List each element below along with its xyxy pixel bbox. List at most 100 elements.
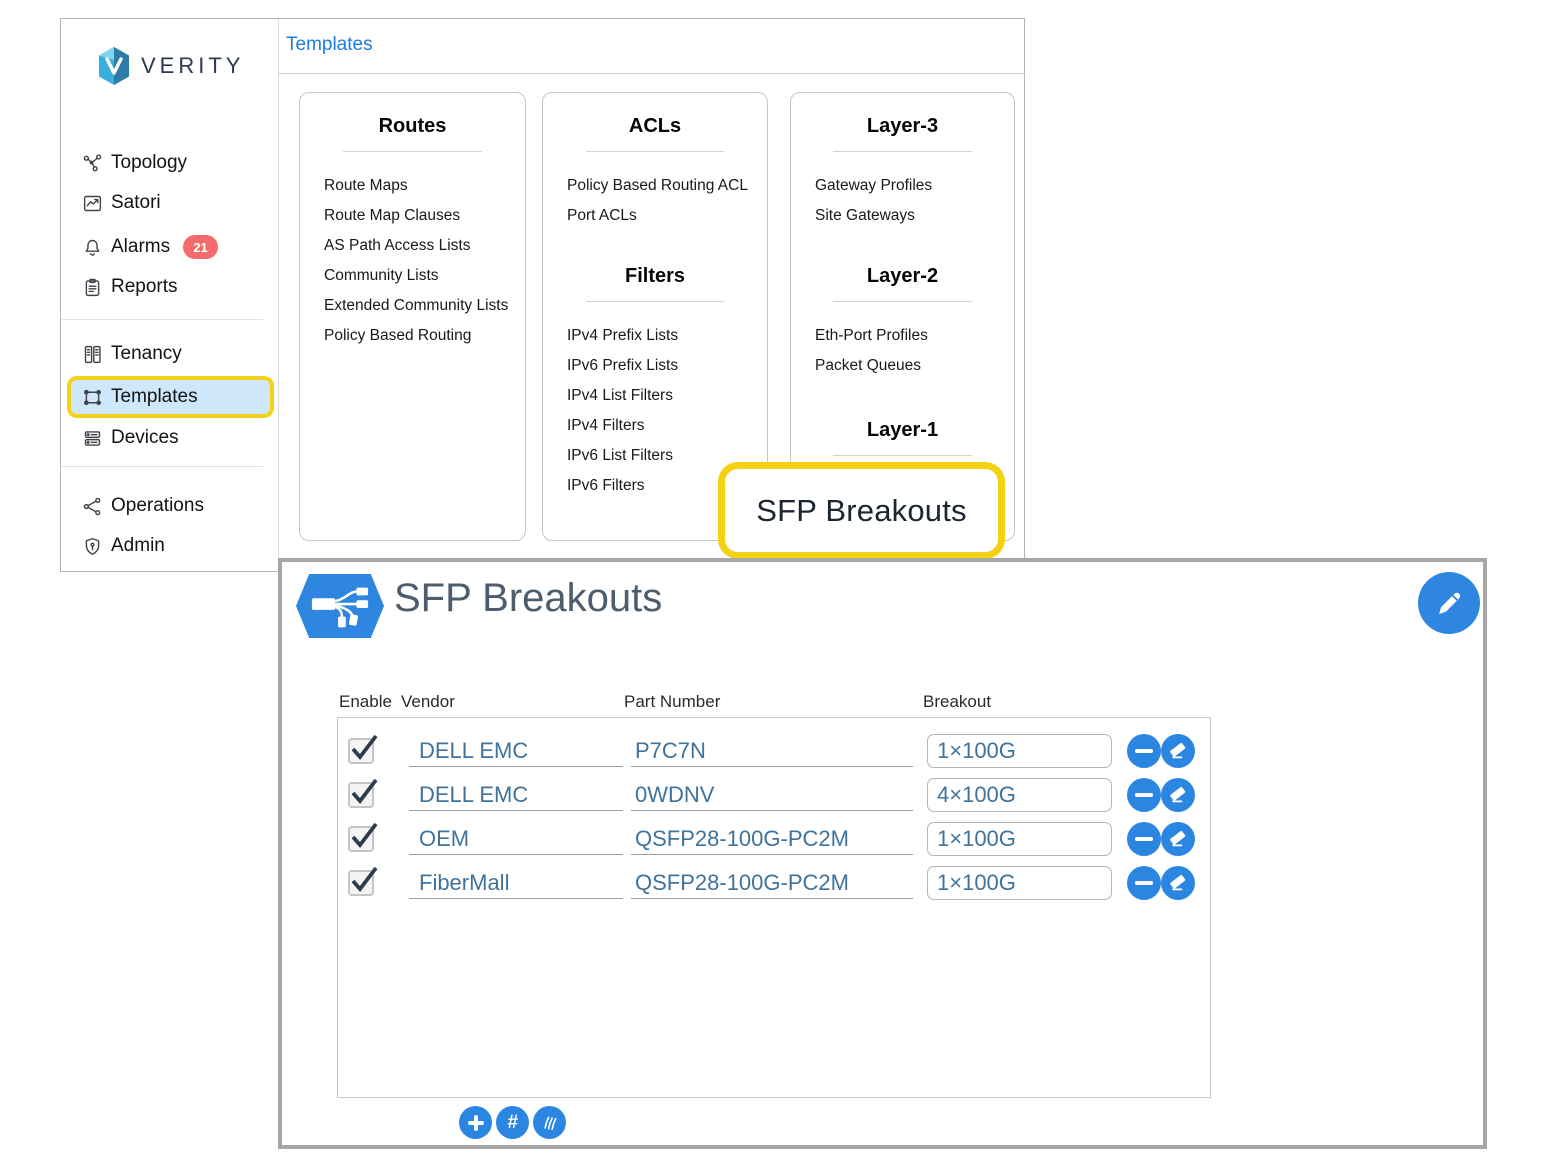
tenancy-icon: [81, 343, 103, 365]
pencil-icon: [1439, 592, 1461, 614]
template-link[interactable]: Site Gateways: [815, 207, 915, 224]
section-title: Filters: [624, 265, 686, 287]
enable-checkbox[interactable]: [348, 778, 378, 808]
part-number-field[interactable]: QSFP28-100G-PC2M: [631, 823, 913, 855]
add-row-button[interactable]: [459, 1106, 492, 1139]
eraser-icon: [1170, 830, 1186, 847]
sfp-breakouts-panel: SFP Breakouts Enable Vendor Part Number …: [278, 558, 1487, 1149]
template-link[interactable]: Gateway Profiles: [815, 177, 933, 194]
hash-icon: #: [507, 1111, 518, 1133]
brand-name: VERITY: [141, 53, 245, 78]
template-link[interactable]: IPv4 Filters: [567, 417, 645, 434]
section-underline: [833, 455, 972, 456]
sidebar-item-templates[interactable]: Templates: [67, 376, 274, 418]
vendor-field[interactable]: DELL EMC: [409, 735, 623, 767]
bulk-add-button[interactable]: [533, 1106, 566, 1139]
operations-icon: [81, 495, 103, 517]
sidebar-item-label: Templates: [111, 386, 198, 407]
erase-row-button[interactable]: [1161, 778, 1195, 812]
breakouts-table: DELL EMC P7C7N 1×100G DELL EMC 0WDNV 4×1…: [337, 717, 1211, 1098]
template-link[interactable]: IPv4 List Filters: [567, 387, 673, 404]
eraser-icon: [1170, 786, 1186, 803]
sidebar-item-label: Devices: [111, 427, 179, 448]
alarm-count-badge: 21: [183, 235, 218, 259]
breakout-select[interactable]: 4×100G: [927, 778, 1112, 812]
header-divider: [278, 73, 1025, 74]
minus-icon: [1135, 748, 1153, 754]
sfp-breakouts-highlight-callout[interactable]: SFP Breakouts: [718, 462, 1005, 559]
sidebar-item-tenancy[interactable]: Tenancy: [61, 340, 278, 368]
verity-logo: VERITY: [96, 46, 244, 86]
breakout-select[interactable]: 1×100G: [927, 734, 1112, 768]
template-link[interactable]: IPv6 Filters: [567, 477, 645, 494]
enable-checkbox[interactable]: [348, 734, 378, 764]
sidebar-item-admin[interactable]: Admin: [61, 532, 278, 560]
clipboard-icon: [81, 276, 103, 298]
template-link[interactable]: Policy Based Routing: [324, 327, 472, 344]
column-header-breakout: Breakout: [923, 692, 992, 711]
enable-checkbox[interactable]: [348, 866, 378, 896]
breakout-select[interactable]: 1×100G: [927, 866, 1112, 900]
add-numbered-rows-button[interactable]: #: [496, 1106, 529, 1139]
sidebar-divider-line: [278, 19, 279, 571]
template-link[interactable]: Packet Queues: [815, 357, 921, 374]
sidebar-item-label: Topology: [111, 152, 188, 173]
breakout-cable-icon: [296, 574, 384, 638]
vendor-field[interactable]: OEM: [409, 823, 623, 855]
sidebar-item-topology[interactable]: Topology: [61, 149, 278, 177]
sidebar-item-alarms[interactable]: Alarms 21: [61, 233, 278, 261]
erase-row-button[interactable]: [1161, 822, 1195, 856]
minus-icon: [1135, 880, 1153, 886]
section-title: Layer-1: [866, 419, 939, 441]
template-link[interactable]: IPv4 Prefix Lists: [567, 327, 679, 344]
eraser-icon: [1170, 742, 1186, 759]
vendor-field[interactable]: FiberMall: [409, 867, 623, 899]
template-link[interactable]: Eth-Port Profiles: [815, 327, 928, 344]
remove-row-button[interactable]: [1127, 822, 1161, 856]
template-link[interactable]: Port ACLs: [567, 207, 637, 224]
sidebar-item-operations[interactable]: Operations: [61, 492, 278, 520]
section-underline: [342, 151, 483, 152]
templates-icon: [81, 386, 103, 408]
enable-checkbox[interactable]: [348, 822, 378, 852]
devices-icon: [81, 427, 103, 449]
template-link[interactable]: Community Lists: [324, 267, 439, 284]
minus-icon: [1135, 792, 1153, 798]
breakout-select[interactable]: 1×100G: [927, 822, 1112, 856]
section-underline: [833, 301, 972, 302]
erase-row-button[interactable]: [1161, 734, 1195, 768]
edit-button[interactable]: [1418, 572, 1480, 634]
eraser-icon: [1170, 874, 1186, 891]
template-link[interactable]: IPv6 Prefix Lists: [567, 357, 679, 374]
remove-row-button[interactable]: [1127, 866, 1161, 900]
card-routes: Routes Route Maps Route Map Clauses AS P…: [299, 92, 526, 541]
template-link[interactable]: Route Maps: [324, 177, 408, 194]
chart-icon: [81, 192, 103, 214]
part-number-field[interactable]: P7C7N: [631, 735, 913, 767]
part-number-field[interactable]: QSFP28-100G-PC2M: [631, 867, 913, 899]
template-link[interactable]: Extended Community Lists: [324, 297, 509, 314]
table-row: OEM QSFP28-100G-PC2M 1×100G: [338, 814, 1210, 858]
table-row: DELL EMC 0WDNV 4×100G: [338, 770, 1210, 814]
table-row: FiberMall QSFP28-100G-PC2M 1×100G: [338, 858, 1210, 902]
erase-row-button[interactable]: [1161, 866, 1195, 900]
table-row: DELL EMC P7C7N 1×100G: [338, 726, 1210, 770]
column-header-vendor: Vendor: [401, 692, 455, 711]
section-title: ACLs: [628, 115, 682, 137]
section-underline: [585, 301, 725, 302]
template-link[interactable]: IPv6 List Filters: [567, 447, 673, 464]
template-link[interactable]: Route Map Clauses: [324, 207, 461, 224]
template-link[interactable]: Policy Based Routing ACL: [567, 177, 748, 194]
remove-row-button[interactable]: [1127, 778, 1161, 812]
part-number-field[interactable]: 0WDNV: [631, 779, 913, 811]
vendor-field[interactable]: DELL EMC: [409, 779, 623, 811]
remove-row-button[interactable]: [1127, 734, 1161, 768]
page-title: SFP Breakouts: [394, 576, 663, 620]
template-link[interactable]: AS Path Access Lists: [324, 237, 471, 254]
sidebar-item-satori[interactable]: Satori: [61, 189, 278, 217]
shield-icon: [81, 535, 103, 557]
sidebar-item-devices[interactable]: Devices: [61, 424, 278, 452]
slashes-icon: [543, 1116, 556, 1130]
sidebar-item-reports[interactable]: Reports: [61, 273, 278, 301]
breadcrumb[interactable]: Templates: [286, 34, 373, 55]
